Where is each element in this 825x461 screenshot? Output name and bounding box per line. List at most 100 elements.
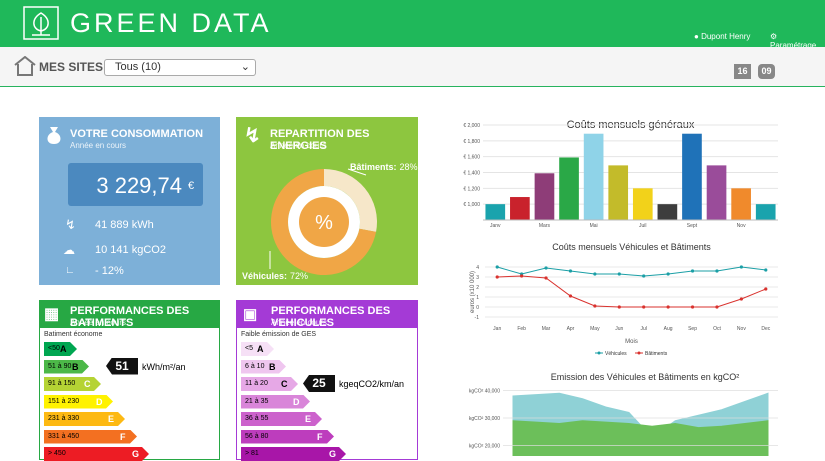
scale-range: > 450: [48, 450, 66, 457]
scale-arrow: [44, 412, 125, 426]
point: [593, 272, 597, 276]
energy-icon: ↯: [65, 217, 76, 232]
y-tick-label: € 1,200: [463, 186, 480, 192]
x-axis-label: Mois: [625, 339, 638, 345]
pie-label: Bâtiments: 28%: [350, 162, 418, 172]
scale-arrow: [241, 360, 286, 374]
vehicles-card: ▣ PERFORMANCES DES VEHICULES Année en co…: [236, 300, 418, 460]
rating-unit: kgeqCO2/km/an: [339, 379, 405, 389]
scale-arrow: [44, 395, 113, 409]
home-icon: [14, 56, 36, 76]
chart-title: Coûts mensuels Véhicules et Bâtiments: [552, 242, 711, 252]
x-tick-label: Nov: [737, 223, 746, 229]
scale-range: <5: [245, 345, 253, 352]
x-tick-label: Feb: [517, 326, 526, 332]
energy-value: 41 889 kWh: [95, 219, 154, 231]
bar: [608, 165, 629, 220]
scale-row: > 450 G: [44, 447, 149, 461]
bar: [731, 188, 751, 220]
y-tick-label: 2: [476, 285, 479, 291]
scale-row: 231 à 330 E: [44, 412, 125, 426]
scale-letter: D: [293, 396, 300, 407]
bar: [706, 165, 727, 220]
select-value[interactable]: Tous (10): [115, 61, 161, 73]
y-tick-label: € 1,000: [463, 202, 480, 208]
scale-range: 11 à 20: [245, 380, 268, 387]
scale-row: 36 à 55 E: [241, 412, 322, 426]
toolbar: MES SITES : Tous (10) ⌄ 16 09: [0, 47, 825, 87]
scale-arrow: [241, 342, 274, 356]
slice-value: 72%: [290, 271, 308, 281]
vehicles-badge[interactable]: 09: [758, 64, 775, 79]
point: [544, 266, 548, 270]
scale-letter: E: [305, 414, 312, 424]
scale-arrow: [44, 430, 137, 444]
scale-arrow: [44, 360, 89, 374]
x-tick-label: Apr: [567, 326, 575, 332]
x-tick-label: Nov: [737, 326, 746, 332]
y-tick-label: 4: [476, 265, 479, 271]
point: [764, 268, 768, 272]
scale-range: 21 à 35: [245, 397, 269, 405]
x-tick-label: Dec: [761, 326, 770, 332]
y-tick-label: kgCO² 30,000: [469, 416, 500, 422]
rating-unit: kWh/m²/an: [142, 361, 186, 372]
energy-card: ↯ REPARTITION DES ENERGIES Année en cour…: [236, 117, 418, 285]
sites-select[interactable]: Tous (10) ⌄: [104, 59, 256, 76]
building-icon: ▦: [44, 306, 60, 323]
scale-row: 91 à 150 C: [44, 377, 101, 391]
bar: [657, 204, 678, 220]
scale-range: 231 à 330: [48, 415, 80, 422]
scale-row: 51 à 90 B: [44, 360, 89, 374]
scale-arrow: [241, 412, 322, 426]
scale-note: Batiment économe: [44, 331, 103, 338]
scale-letter: E: [108, 414, 115, 424]
x-tick-label: Juil: [639, 223, 647, 229]
point: [690, 269, 695, 273]
co2-value: 10 141 kgCO2: [95, 244, 166, 256]
x-tick-label: Sep: [688, 326, 697, 332]
scale-row: 151 à 230 D: [44, 395, 113, 409]
bar: [632, 188, 653, 220]
y-tick-label: 0: [476, 305, 479, 311]
legend-marker: [597, 351, 601, 355]
x-tick-label: Oct: [713, 326, 721, 332]
y-tick-label: € 1,600: [463, 155, 480, 161]
amount-box: 3 229,74 €: [68, 163, 203, 206]
buildings-badge[interactable]: 16: [734, 64, 751, 79]
card-title: REPARTITION DES ENERGIES: [270, 128, 370, 152]
energy-pie: % Bâtiments: 28% Véhicules: 72%: [242, 162, 418, 281]
header: GREEN DATA ● Dupont Henry ⚙ Paramétrage: [0, 0, 825, 50]
scale-letter: C: [84, 379, 91, 389]
point: [715, 269, 719, 273]
slice-name: Bâtiments:: [350, 162, 397, 172]
series-line: [497, 266, 766, 277]
pie-center-label: %: [315, 212, 333, 234]
card-subtitle: Année en cours: [70, 318, 127, 327]
scale-letter: F: [317, 431, 323, 442]
scale-range: 56 à 80: [245, 432, 269, 440]
x-tick-label: Mar: [542, 326, 551, 332]
y-tick-label: 3: [476, 275, 479, 281]
user-link[interactable]: ● Dupont Henry: [694, 32, 751, 41]
consumption-card: VOTRE CONSOMMATION Année en cours 3 229,…: [39, 117, 220, 285]
point: [617, 305, 621, 309]
sites-label: MES SITES :: [39, 60, 111, 74]
scale-arrow: [241, 430, 334, 444]
scale-letter: A: [60, 344, 67, 354]
settings-link[interactable]: ⚙ Paramétrage: [770, 32, 817, 50]
scale-range: <50: [48, 345, 60, 352]
select-arrow[interactable]: ⌄: [240, 61, 250, 73]
scale-row: 11 à 20 C: [241, 377, 298, 391]
x-tick-label: Jun: [615, 326, 623, 332]
user-name[interactable]: Dupont Henry: [701, 32, 751, 41]
scale-row: 6 à 10 B: [241, 360, 286, 374]
settings-label[interactable]: Paramétrage: [770, 41, 817, 50]
scale-note: Faible émission de GES: [241, 331, 317, 338]
point: [568, 269, 573, 273]
x-tick-label: Jul: [641, 326, 647, 332]
y-axis-label: euros (x10 000): [470, 271, 476, 313]
y-tick-label: € 2,000: [463, 123, 480, 129]
scale-range: > 81: [245, 450, 259, 457]
